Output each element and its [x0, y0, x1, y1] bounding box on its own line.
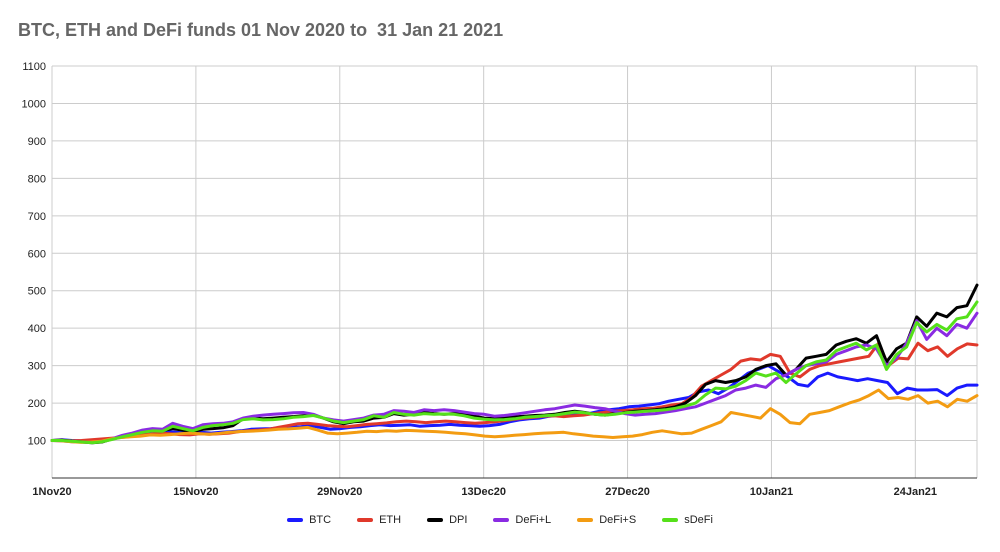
legend-swatch: [577, 518, 594, 522]
x-tick-label: 10Jan21: [750, 486, 793, 498]
x-tick-label: 29Nov20: [317, 486, 362, 498]
y-tick-label: 500: [28, 286, 46, 298]
y-tick-label: 300: [28, 361, 46, 373]
legend: BTC ETH DPI DeFi+L DeFi+S sDeFi: [0, 514, 1000, 526]
x-tick-label: 13Dec20: [461, 486, 506, 498]
y-tick-label: 400: [28, 323, 46, 335]
legend-item: DeFi+S: [577, 514, 636, 526]
legend-swatch: [357, 518, 374, 522]
legend-item: DPI: [427, 514, 467, 526]
x-tick-label: 24Jan21: [894, 486, 937, 498]
legend-swatch: [662, 518, 679, 522]
series-line-defi-l: [50, 311, 979, 444]
series-line-eth: [50, 341, 979, 443]
legend-item: sDeFi: [662, 514, 713, 526]
y-tick-label: 1000: [22, 98, 46, 110]
legend-label: DeFi+L: [515, 514, 552, 526]
x-tick-label: 1Nov20: [32, 486, 71, 498]
x-tick-label: 27Dec20: [605, 486, 650, 498]
legend-label: sDeFi: [684, 514, 713, 526]
legend-label: ETH: [379, 514, 402, 526]
chart-title: BTC, ETH and DeFi funds 01 Nov 2020 to 3…: [18, 20, 504, 40]
y-tick-label: 1100: [22, 61, 46, 73]
legend-swatch: [287, 518, 304, 522]
legend-label: BTC: [309, 514, 332, 526]
legend-item: BTC: [287, 514, 331, 526]
y-tick-label: 100: [28, 436, 46, 448]
legend-item: DeFi+L: [493, 514, 551, 526]
y-tick-label: 600: [28, 248, 46, 260]
y-tick-label: 800: [28, 173, 46, 185]
y-tick-label: 700: [28, 211, 46, 223]
legend-label: DPI: [449, 514, 468, 526]
legend-label: DeFi+S: [599, 514, 637, 526]
series-line-dpi: [50, 283, 979, 445]
legend-swatch: [493, 518, 510, 522]
series-line-sdefi: [50, 300, 979, 445]
legend-item: ETH: [357, 514, 401, 526]
y-tick-label: 200: [28, 398, 46, 410]
legend-swatch: [427, 518, 444, 522]
x-tick-label: 15Nov20: [173, 486, 218, 498]
series-line-defi-s: [50, 388, 979, 444]
y-tick-label: 900: [28, 136, 46, 148]
